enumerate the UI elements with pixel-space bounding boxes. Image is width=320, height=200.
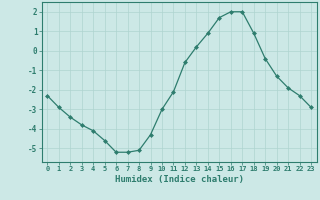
X-axis label: Humidex (Indice chaleur): Humidex (Indice chaleur) — [115, 175, 244, 184]
